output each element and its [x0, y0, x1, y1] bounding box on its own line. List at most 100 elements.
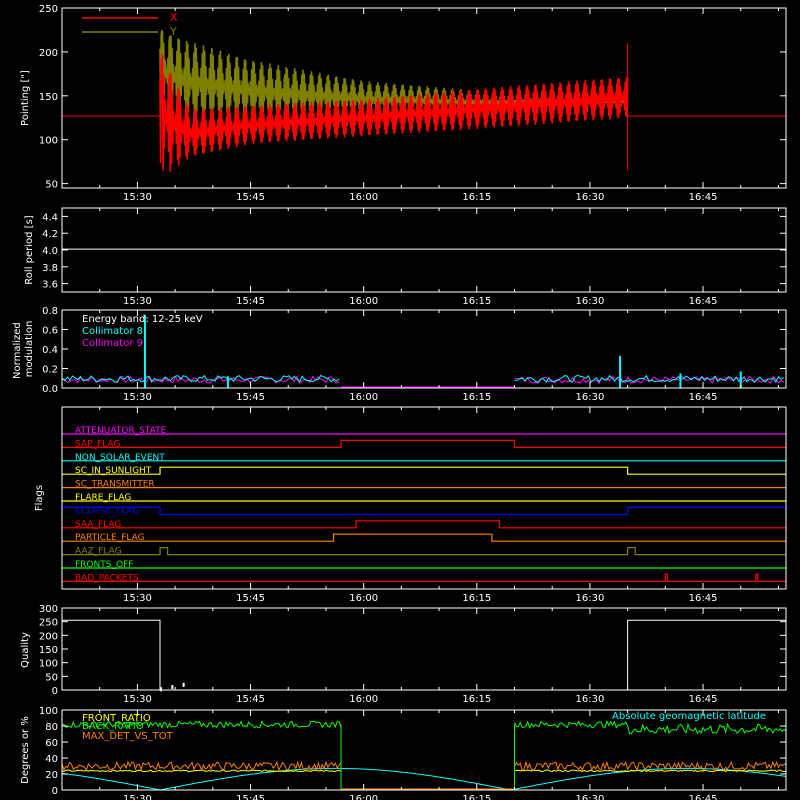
modulation-y-label-line2: modulation: [24, 321, 35, 378]
flag-label-sc-transmitter: SC_TRANSMITTER: [75, 480, 155, 490]
x-tick-label: 16:00: [349, 593, 378, 604]
flag-label-particle-flag: PARTICLE_FLAG: [75, 533, 145, 543]
pointing-frame: [61, 7, 787, 189]
modulation-panel: 0.0 0.2 0.4 0.6 0.8 15:30 15:45 16:00 16:15 16:3…: [12, 306, 787, 403]
flag-line-saa-flag: [62, 520, 786, 529]
pointing-y-label: Pointing ["]: [20, 70, 31, 126]
y-tick-label: 3.6: [42, 280, 58, 291]
x-tick-label: 16:30: [576, 794, 605, 800]
geo-x-ticks: 15:30 15:45 16:00 16:15 16:30 16:45: [61, 710, 779, 800]
y-tick-label: 4.4: [42, 212, 58, 223]
flag-label-saa-flag: SAA_FLAG: [75, 520, 121, 530]
x-tick-label: 15:30: [123, 192, 152, 203]
geo-y-ticks: 0 20 40 60 80 100: [39, 706, 786, 797]
flags-data: ATTENUATOR_STATE SAP_FLAG NON_SOLAR_EVENT S…: [61, 426, 787, 583]
roll-y-ticks: 3.6 3.8 4.0 4.2 4.4: [42, 212, 786, 291]
flag-label-bad-packets: BAD_PACKETS: [75, 573, 139, 583]
x-tick-label: 16:15: [462, 192, 491, 203]
flag-line-aaz-flag: [62, 546, 786, 556]
quality-dot: [160, 687, 163, 692]
y-tick-label: 250: [39, 618, 58, 629]
y-tick-label: 40: [45, 754, 58, 765]
y-tick-label: 50: [45, 672, 58, 683]
y-tick-label: 50: [45, 180, 58, 191]
geo-max-det-series: [61, 760, 342, 772]
x-tick-label: 16:30: [576, 392, 605, 403]
y-tick-label: 0.8: [42, 306, 58, 317]
geo-panel: 0 20 40 60 80 100 15:30 15:45 16:00 16:15 16:30 16…: [20, 706, 787, 800]
geo-max-det-series: [514, 760, 787, 772]
x-tick-label: 16:30: [576, 296, 605, 307]
quality-x-ticks: 15:30 15:45 16:00 16:15 16:30 16:45: [61, 608, 779, 705]
flag-label-flare-flag: FLARE_FLAG: [75, 493, 131, 503]
x-tick-label: 15:30: [123, 392, 152, 403]
y-tick-label: 60: [45, 738, 58, 749]
x-tick-label: 16:00: [349, 694, 378, 705]
geo-y-label: Degrees or %: [20, 716, 31, 784]
y-tick-label: 100: [39, 706, 58, 717]
y-tick-label: 200: [39, 631, 58, 642]
legend-max-det: MAX_DET_VS_TOT: [82, 731, 174, 742]
x-tick-label: 15:30: [123, 593, 152, 604]
x-tick-label: 16:15: [462, 794, 491, 800]
y-tick-label: 150: [39, 645, 58, 656]
y-tick-label: 0.6: [42, 326, 58, 337]
y-tick-label: 0.0: [42, 384, 58, 395]
flags-frame: [61, 406, 787, 590]
x-tick-label: 16:15: [462, 296, 491, 307]
flag-label-eclipse-flag: ECLIPSE_FLAG: [75, 506, 139, 516]
x-tick-label: 16:45: [689, 694, 718, 705]
flags-y-label: Flags: [34, 485, 45, 511]
y-tick-label: 4.0: [42, 246, 58, 257]
x-tick-label: 15:45: [236, 593, 265, 604]
x-tick-label: 16:00: [349, 392, 378, 403]
y-tick-label: 0.4: [42, 345, 58, 356]
modulation-collimator-9-series: [61, 375, 340, 384]
legend-back-ratio: BACK_RATIO: [82, 721, 144, 732]
flag-line-sc-in-sunlight: [62, 466, 786, 475]
y-tick-label: 0: [52, 786, 58, 797]
geo-data: [61, 719, 787, 791]
x-tick-label: 16:45: [689, 593, 718, 604]
x-tick-label: 15:45: [236, 296, 265, 307]
legend-y-label: Y: [169, 25, 177, 38]
x-tick-label: 15:45: [236, 192, 265, 203]
x-tick-label: 16:30: [576, 593, 605, 604]
modulation-y-label-line1: Normalized: [12, 322, 23, 379]
roll-frame: [61, 207, 787, 293]
pointing-y-ticks: 50 100 150 200 250: [39, 4, 786, 191]
x-tick-label: 16:15: [462, 694, 491, 705]
flag-label-fronts-off: FRONTS_OFF: [75, 560, 133, 570]
legend-collimator-8: Collimator 8: [82, 326, 143, 337]
legend-x-label: X: [170, 11, 178, 24]
x-tick-label: 16:30: [576, 694, 605, 705]
legend-front-ratio: FRONT_RATIO: [82, 713, 151, 724]
flag-label-sap-flag: SAP_FLAG: [75, 439, 120, 449]
quality-dot: [182, 682, 185, 687]
flag-line-eclipse-flag: [61, 506, 787, 516]
roll-panel: 3.6 3.8 4.0 4.2 4.4 15:30 15:45 16:00 16:15 16:3…: [24, 207, 787, 307]
flag-line-bad-packets: [62, 573, 786, 583]
geo-annotation: Absolute geomagnetic latitude: [612, 711, 766, 722]
modulation-x-ticks: 15:30 15:45 16:00 16:15 16:30 16:45: [61, 310, 779, 403]
x-tick-label: 16:45: [689, 392, 718, 403]
flags-x-ticks: 15:30 15:45 16:00 16:15 16:30 16:45: [61, 407, 779, 604]
flag-line-sap-flag: [62, 439, 786, 448]
x-tick-label: 15:30: [123, 694, 152, 705]
modulation-data: [61, 314, 784, 388]
pointing-x-series: [159, 52, 629, 172]
x-tick-label: 16:00: [349, 794, 378, 800]
y-tick-label: 250: [39, 4, 58, 15]
x-tick-label: 15:30: [123, 296, 152, 307]
y-tick-label: 4.2: [42, 229, 58, 240]
x-tick-label: 16:45: [689, 794, 718, 800]
quality-series: [62, 619, 786, 691]
x-tick-label: 16:00: [349, 192, 378, 203]
quality-y-label: Quality: [20, 632, 31, 668]
y-tick-label: 100: [39, 659, 58, 670]
y-tick-label: 80: [45, 722, 58, 733]
legend-collimator-9: Collimator 9: [82, 338, 143, 349]
y-tick-label: 20: [45, 770, 58, 781]
flag-label-sc-in-sunlight: SC_IN_SUNLIGHT: [75, 466, 152, 476]
quality-data: [62, 619, 786, 692]
